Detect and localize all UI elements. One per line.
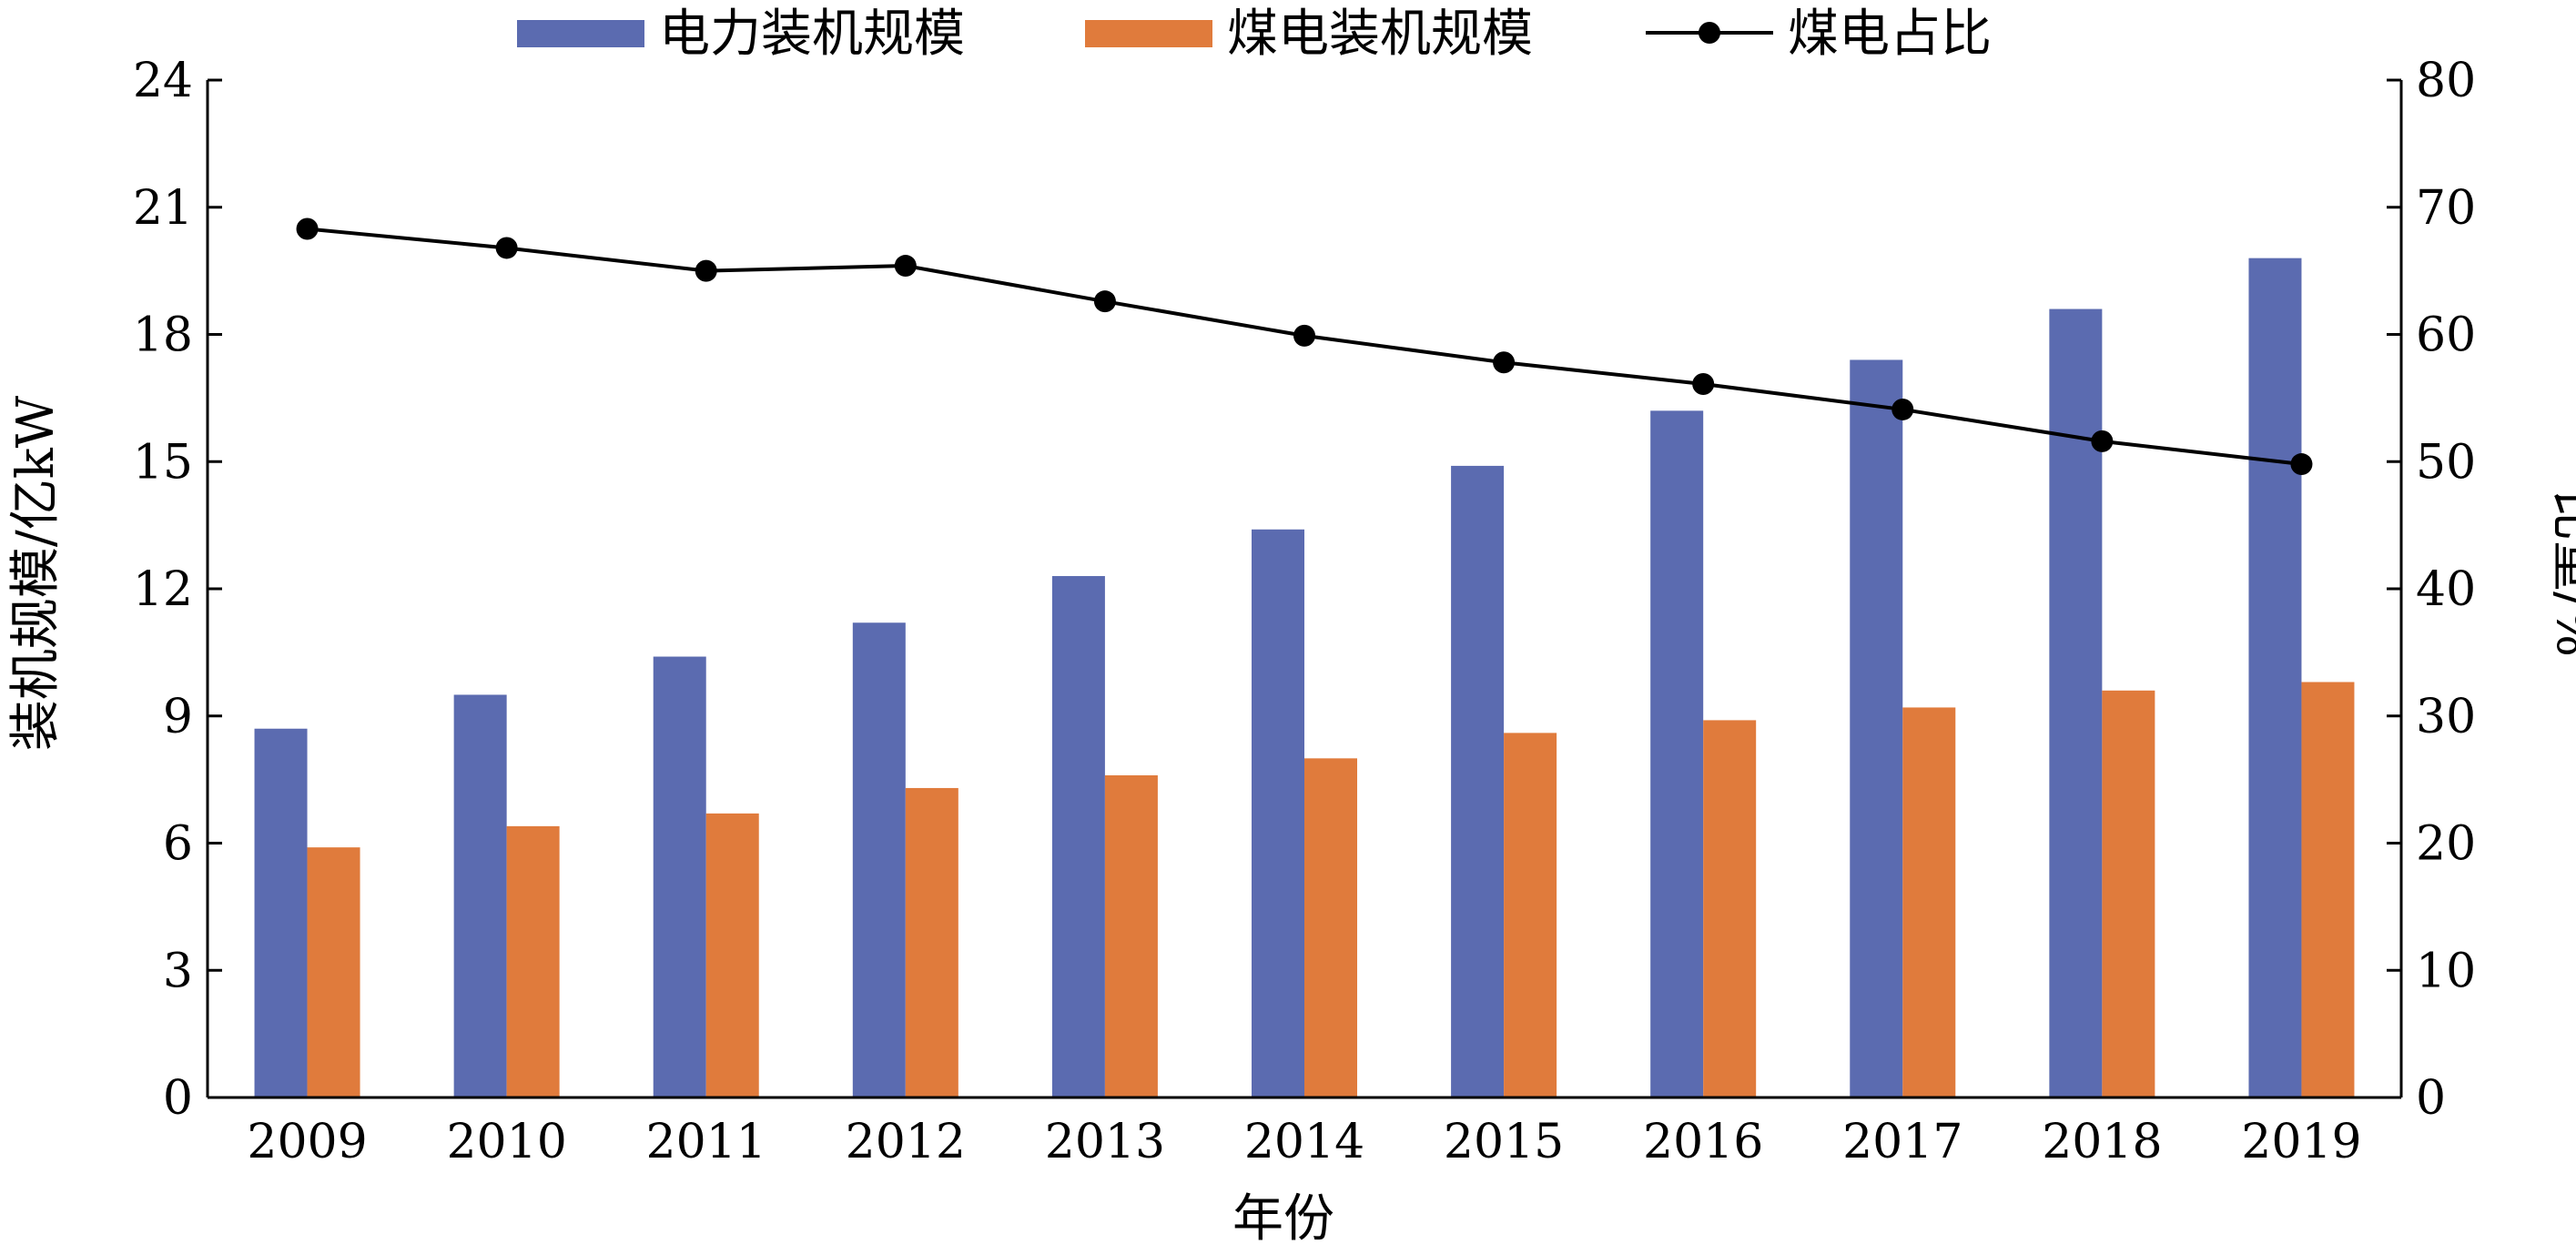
y-tick-label: 3: [163, 944, 193, 998]
legend-label: 煤电占比: [1788, 5, 1992, 64]
y-tick-label: 21: [133, 181, 193, 236]
line-point: [1093, 290, 1116, 313]
line-point: [1493, 351, 1516, 374]
line-series-group: [296, 217, 2313, 476]
y2-tick-label: 80: [2416, 54, 2476, 108]
bar-coal: [1504, 733, 1557, 1097]
chart-legend: 电力装机规模 煤电装机规模 煤电占比: [517, 5, 1992, 64]
x-tick-label: 2012: [846, 1115, 966, 1169]
line-point: [296, 217, 319, 240]
x-tick-label: 2016: [1643, 1115, 1763, 1169]
x-tick-label: 2011: [646, 1115, 766, 1169]
line-point: [2091, 430, 2114, 452]
bar-coal: [1304, 758, 1357, 1097]
line-point: [894, 255, 917, 278]
y-tick-label: 6: [163, 817, 193, 872]
y-tick-label: 0: [163, 1071, 193, 1126]
bar-coal: [1902, 707, 1956, 1097]
y2-tick-label: 10: [2416, 944, 2476, 998]
bar-total: [2049, 308, 2103, 1097]
line-point: [695, 259, 717, 282]
bar-coal: [2102, 690, 2155, 1097]
x-tick-label: 2017: [1842, 1115, 1962, 1169]
bar-series-group: [254, 258, 2355, 1098]
x-tick-label: 2015: [1444, 1115, 1564, 1169]
line-point: [1891, 398, 1914, 420]
y2-tick-label: 30: [2416, 690, 2476, 744]
line-point: [1293, 324, 1315, 347]
bar-total: [1252, 529, 1304, 1097]
y-axis-title: 装机规模/亿kW: [6, 395, 66, 751]
x-tick-label: 2019: [2241, 1115, 2361, 1169]
x-tick-label: 2018: [2042, 1115, 2162, 1169]
bar-total: [2248, 258, 2302, 1097]
axes-group: 0 3 6 9 12 15 18 21 24 0 10 20 30 40 50 60 70 80 2009 2010 2…: [133, 54, 2476, 1169]
bar-coal: [705, 813, 759, 1097]
bar-total: [453, 694, 507, 1097]
y-tick-label: 12: [133, 562, 193, 617]
bar-total: [852, 622, 906, 1097]
line-point: [495, 237, 518, 259]
legend-label: 煤电装机规模: [1227, 5, 1533, 64]
bar-total: [1650, 410, 1704, 1098]
y-tick-label: 24: [133, 54, 193, 108]
y-tick-label: 15: [133, 435, 193, 490]
bar-coal: [2301, 682, 2355, 1097]
y2-axis-title: 比重/%: [2545, 490, 2576, 657]
bar-coal: [905, 787, 958, 1097]
bar-coal: [1703, 720, 1757, 1097]
legend-swatch: [1085, 20, 1212, 47]
y2-tick-label: 20: [2416, 817, 2476, 872]
x-tick-label: 2010: [446, 1115, 566, 1169]
x-tick-label: 2009: [247, 1115, 367, 1169]
y2-tick-label: 40: [2416, 562, 2476, 617]
bar-total: [254, 728, 308, 1097]
y2-tick-label: 0: [2416, 1071, 2446, 1126]
y-tick-label: 18: [133, 308, 193, 363]
line-point: [1692, 373, 1715, 396]
y2-tick-label: 50: [2416, 435, 2476, 490]
bar-total: [1850, 359, 1903, 1097]
bar-coal: [1104, 774, 1158, 1097]
x-tick-label: 2014: [1244, 1115, 1364, 1169]
legend-marker: [1699, 22, 1720, 44]
y-tick-label: 9: [163, 690, 193, 744]
line-point: [2290, 453, 2313, 476]
x-tick-label: 2013: [1045, 1115, 1165, 1169]
bar-coal: [506, 825, 560, 1097]
bar-total: [1451, 465, 1505, 1097]
legend-swatch: [517, 20, 644, 47]
bar-total: [1051, 576, 1105, 1097]
bar-coal: [307, 847, 360, 1097]
y2-tick-label: 60: [2416, 308, 2476, 363]
legend-label: 电力装机规模: [659, 5, 965, 64]
y2-tick-label: 70: [2416, 181, 2476, 236]
bar-total: [653, 656, 706, 1097]
x-axis-title: 年份: [1232, 1189, 1334, 1244]
